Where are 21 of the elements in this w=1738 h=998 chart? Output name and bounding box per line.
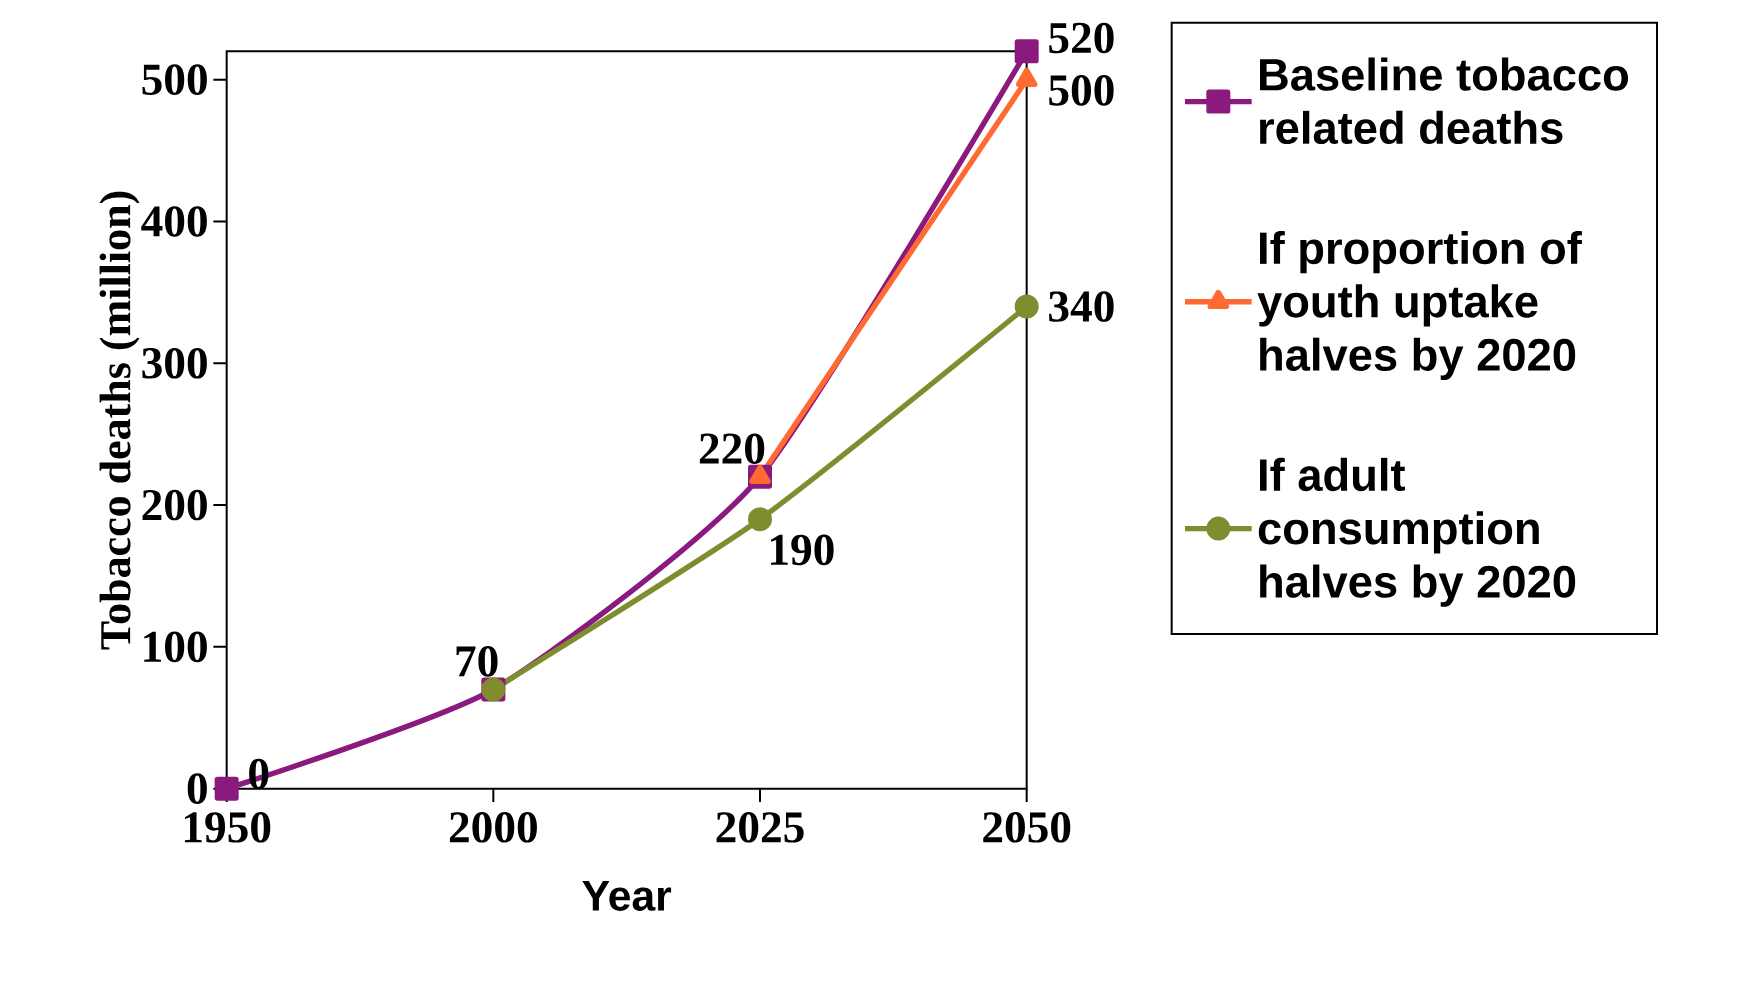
x-tick-label: 2000 — [449, 812, 537, 843]
data-label: 520 — [1049, 22, 1114, 54]
data-label: 500 — [1049, 75, 1114, 106]
y-tick-label: 300 — [142, 347, 207, 379]
data-label: 70 — [456, 646, 498, 677]
y-tick-label: 100 — [144, 631, 207, 663]
y-tick-label: 0 — [187, 773, 207, 804]
data-label: 190 — [771, 534, 834, 566]
x-axis-title: Year — [582, 881, 672, 911]
x-tick-label: 1950 — [184, 812, 271, 843]
y-tick-label: 200 — [142, 489, 207, 521]
x-tick-label: 2050 — [983, 812, 1071, 843]
data-label: 340 — [1049, 291, 1114, 322]
x-tick-label: 2025 — [716, 812, 804, 843]
y-axis-title: Tobacco deaths (million) — [99, 191, 140, 650]
legend-label: If proportion of youth uptake halves by 2020 — [1257, 231, 1582, 380]
data-label: 220 — [699, 433, 765, 464]
legend-label: Baseline tobacco related deaths — [1259, 57, 1629, 145]
y-tick-label: 500 — [142, 64, 207, 95]
y-tick-label: 400 — [141, 206, 207, 237]
legend-label: If adult consumption halves by 2020 — [1258, 457, 1576, 607]
